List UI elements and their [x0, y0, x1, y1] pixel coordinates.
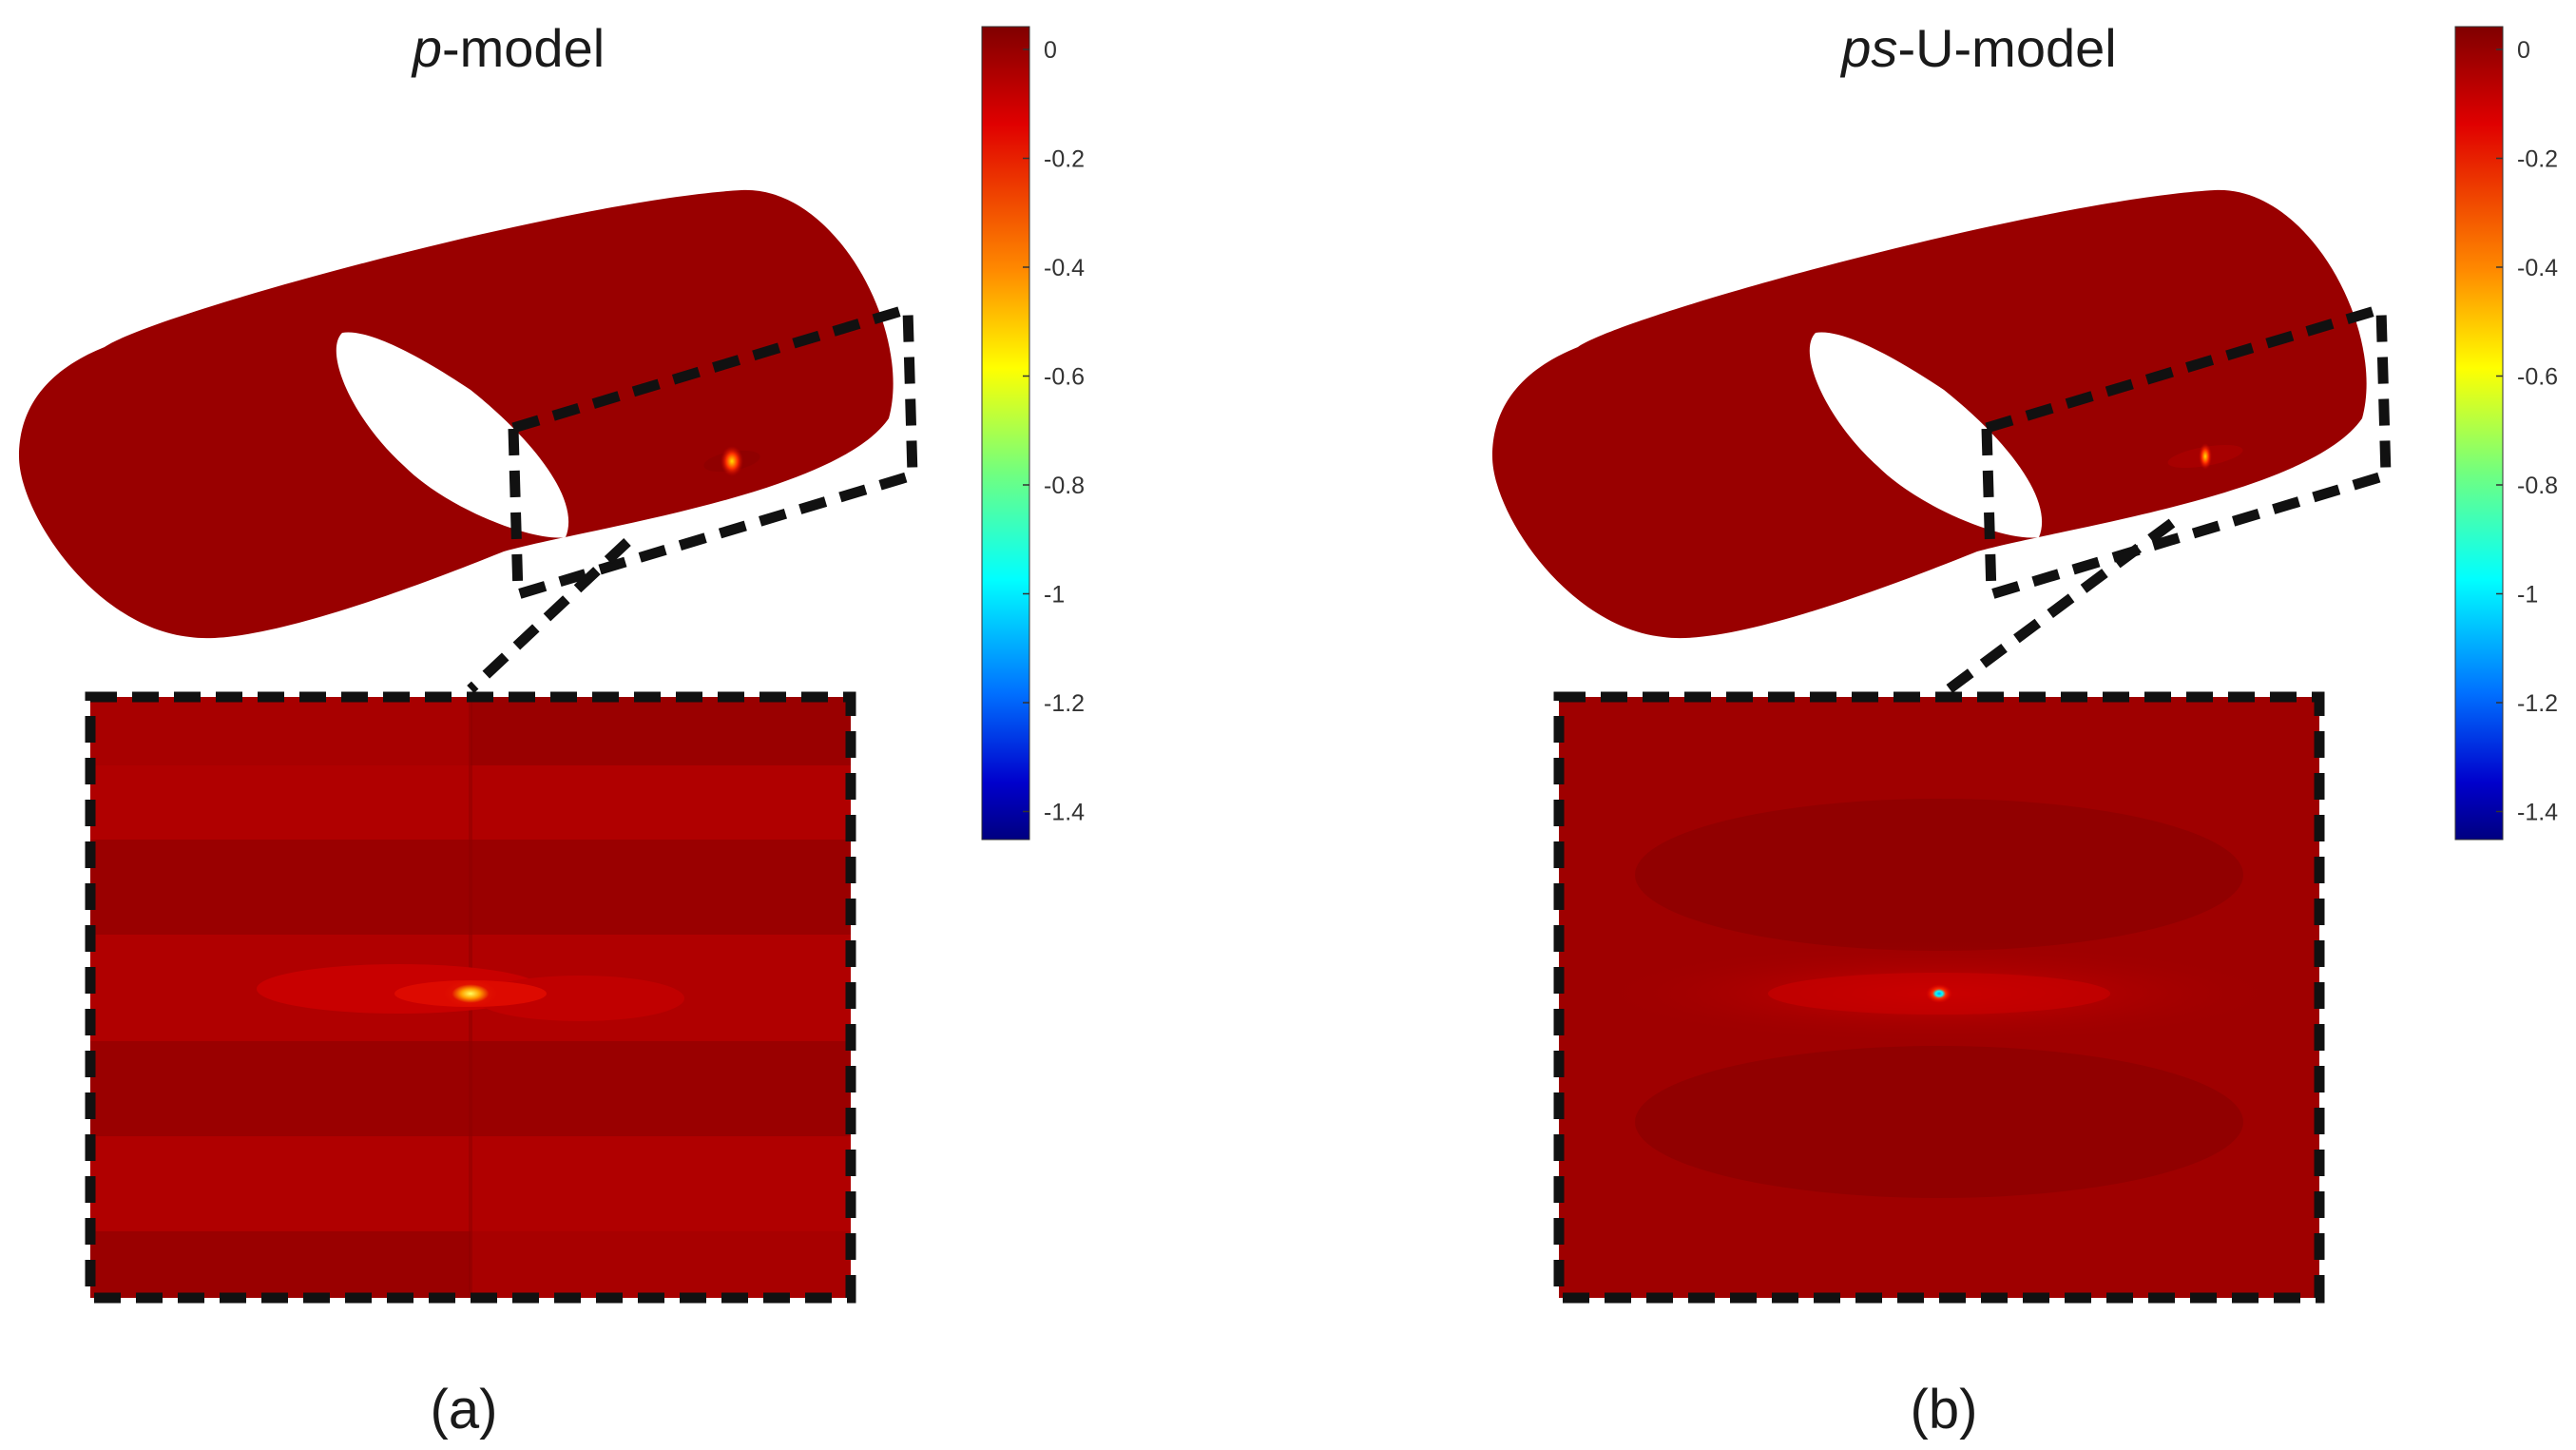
colorbar-tick-label: -1.2 — [1044, 690, 1085, 717]
colorbar-tick-label: -1.2 — [2517, 690, 2558, 717]
panel-a-colorbar: 0 -0.2 -0.4 -0.6 -0.8 -1 -1.2 -1.4 — [981, 26, 1085, 841]
panel-a-title: p-model — [411, 18, 605, 78]
panel-a-title-italic: p — [411, 18, 442, 78]
colorbar-tick-label: -1.4 — [1044, 800, 1085, 826]
panel-b-title: ps-U-model — [1839, 18, 2116, 78]
panel-a: p-model — [19, 18, 1085, 1440]
panel-a-shell-hotspot — [721, 446, 743, 476]
panel-b-inset-hotspot — [1926, 984, 1952, 1003]
panel-a-inset — [85, 691, 856, 1304]
colorbar-tick-label: -0.2 — [2517, 146, 2558, 173]
panel-a-title-rest: -model — [442, 18, 605, 78]
panel-b-title-rest: -U-model — [1897, 18, 2116, 78]
panel-b-colorbar: 0 -0.2 -0.4 -0.6 -0.8 -1 -1.2 -1.4 — [2454, 26, 2558, 841]
panel-b-shell — [1492, 189, 2367, 639]
panel-b-title-italic: ps — [1839, 18, 1897, 78]
colorbar-tick-label: -0.8 — [1044, 473, 1085, 499]
panel-a-inset-hotspot — [444, 980, 497, 1007]
panel-a-zoom-region — [508, 301, 918, 602]
panel-a-caption: (a) — [431, 1379, 498, 1440]
panel-a-zoom-connector — [467, 537, 631, 694]
colorbar-tick-label: -1.4 — [2517, 800, 2558, 826]
panel-b: ps-U-model 0 -0.2 -0.4 -0.6 -0.8 -1 -1.2 -1.4 (… — [1492, 18, 2558, 1440]
panel-b-zoom-region — [1981, 301, 2392, 602]
colorbar-tick-label: -1 — [1044, 582, 1065, 609]
colorbar-tick-label: -0.6 — [1044, 364, 1085, 391]
colorbar-tick-label: -0.2 — [1044, 146, 1085, 173]
colorbar-tick-label: -0.4 — [1044, 255, 1085, 281]
panel-b-caption: (b) — [1911, 1379, 1978, 1440]
panel-a-colorbar-ticks: 0 -0.2 -0.4 -0.6 -0.8 -1 -1.2 -1.4 — [1023, 37, 1085, 826]
panel-b-zoom-connector — [1945, 518, 2176, 694]
colorbar-tick-label: -1 — [2517, 582, 2538, 609]
panel-b-shell-hotspot — [2199, 443, 2212, 470]
panel-a-shell — [19, 189, 894, 639]
colorbar-tick-label: -0.6 — [2517, 364, 2558, 391]
colorbar-tick-label: -0.8 — [2517, 473, 2558, 499]
panel-b-inset — [1553, 691, 2325, 1304]
colorbar-tick-label: -0.4 — [2517, 255, 2558, 281]
panel-b-colorbar-ticks: 0 -0.2 -0.4 -0.6 -0.8 -1 -1.2 -1.4 — [2496, 37, 2558, 826]
colorbar-tick-label: 0 — [1044, 37, 1057, 64]
colorbar-tick-label: 0 — [2517, 37, 2530, 64]
